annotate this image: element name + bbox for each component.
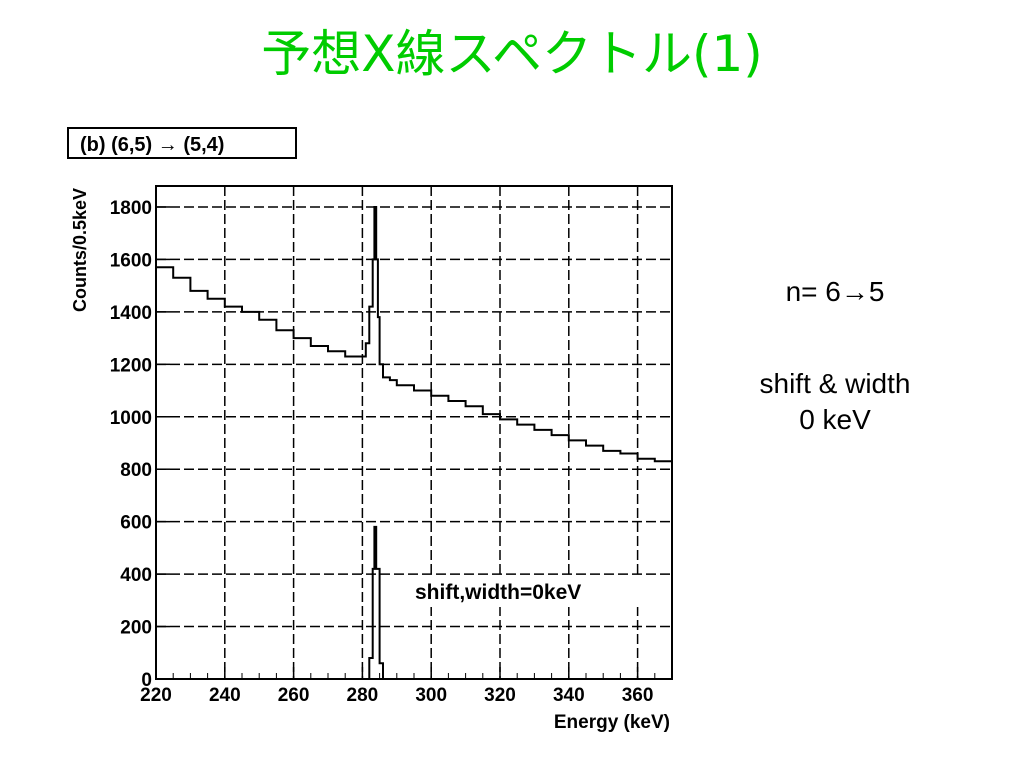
x-tick-label: 280 xyxy=(347,685,379,706)
x-tick-label: 360 xyxy=(622,685,654,706)
y-axis-label: Counts/0.5keV xyxy=(70,188,90,312)
x-tick-label: 260 xyxy=(278,685,310,706)
y-tick-label: 400 xyxy=(120,565,152,586)
y-tick-label: 1800 xyxy=(110,198,152,219)
y-tick-label: 600 xyxy=(120,513,152,534)
grid-horizontal xyxy=(156,206,672,680)
y-tick-label: 0 xyxy=(141,670,152,691)
y-tick-label: 1200 xyxy=(110,355,152,376)
x-tick-label: 340 xyxy=(553,685,585,706)
y-tick-label: 1400 xyxy=(110,303,152,324)
y-tick-label: 200 xyxy=(120,618,152,639)
page-title: 予想X線スペクトル(1) xyxy=(261,25,763,83)
y-tick-label: 800 xyxy=(120,460,152,481)
transition-text: n= 6→5 xyxy=(785,276,885,307)
series-peak xyxy=(156,525,672,680)
annotation-background xyxy=(408,575,658,607)
x-tick-label: 240 xyxy=(209,685,241,706)
y-tick-label: 1000 xyxy=(110,408,152,429)
annotation: shift,width=0keV xyxy=(415,581,581,604)
panel-label-box xyxy=(67,127,297,159)
shift-width-line2: 0 keV xyxy=(799,404,871,435)
x-tick-label: 300 xyxy=(415,685,447,706)
x-tick-label: 320 xyxy=(484,685,516,706)
y-tick-labels: 0 200 400 600 800 1000 1200 1400 1600 1800 xyxy=(110,198,152,691)
series-spectrum xyxy=(156,206,673,467)
x-tick-labels: 220 240 260 280 300 320 340 360 xyxy=(140,685,653,706)
panel-label: (b) (6,5) → (5,4) xyxy=(80,134,224,156)
x-tick-label: 220 xyxy=(140,685,172,706)
y-tick-label: 1600 xyxy=(110,250,152,271)
series-group xyxy=(156,206,673,680)
x-axis-label: Energy (keV) xyxy=(554,712,670,733)
shift-width-text: shift & width 0 keV xyxy=(700,366,970,438)
shift-width-line1: shift & width xyxy=(759,368,911,399)
